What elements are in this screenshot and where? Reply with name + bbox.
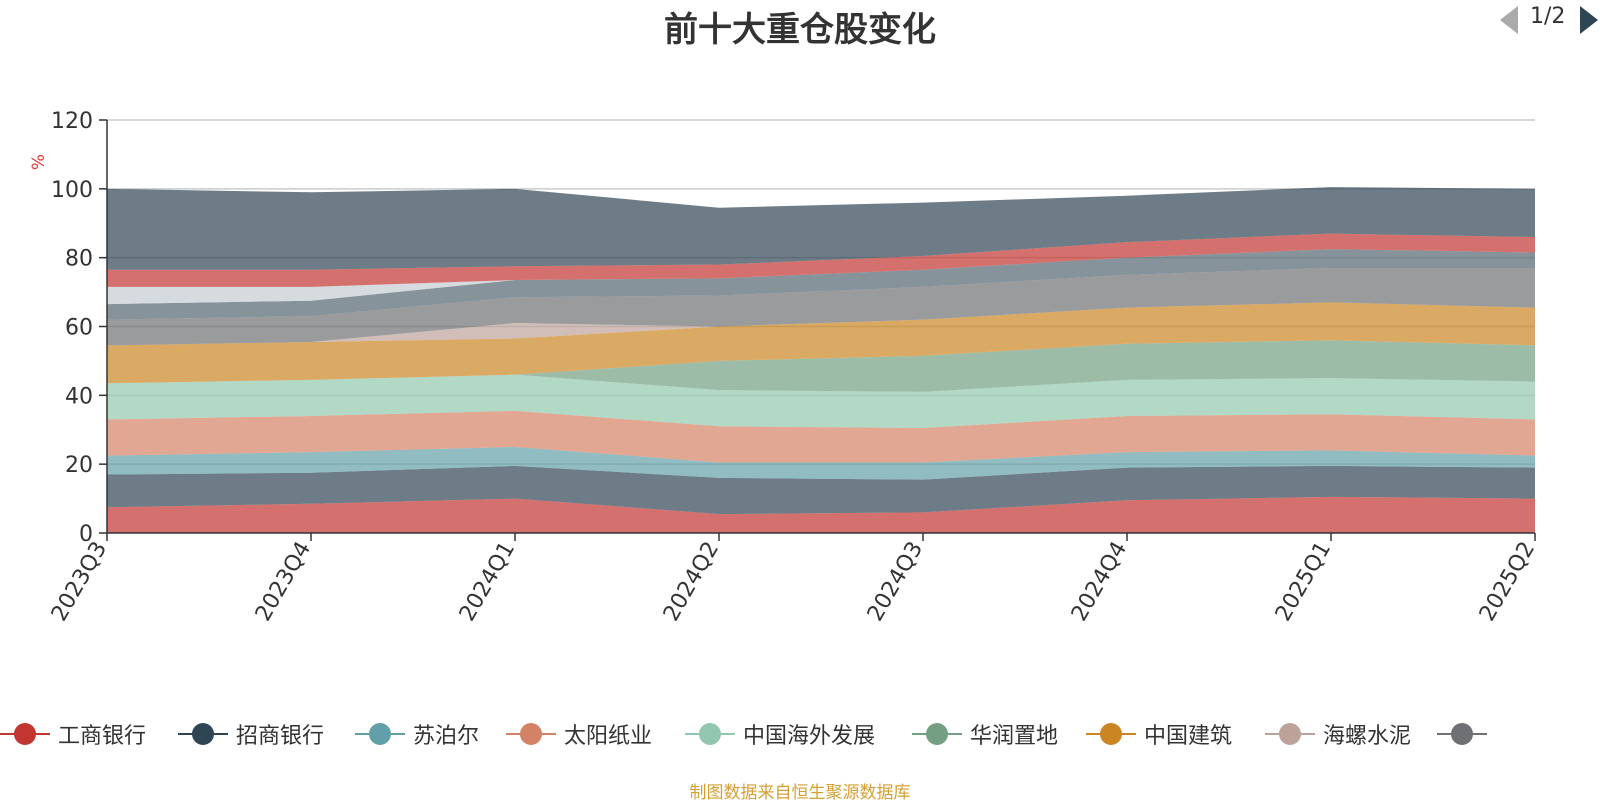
legend-next-page-icon[interactable] bbox=[1580, 6, 1598, 34]
legend-item[interactable]: 中国海外发展 bbox=[685, 714, 875, 754]
x-tick-label: 2023Q3 bbox=[47, 538, 112, 626]
legend-item[interactable]: 中国建筑 bbox=[1086, 714, 1232, 754]
x-tick-label: 2024Q4 bbox=[1067, 538, 1132, 626]
y-tick-label: 40 bbox=[65, 384, 93, 409]
source-note: 制图数据来自恒生聚源数据库 bbox=[689, 783, 911, 803]
legend-label: 苏泊尔 bbox=[413, 724, 480, 749]
series-area-5[interactable] bbox=[107, 340, 1535, 392]
legend-item[interactable]: 太阳纸业 bbox=[506, 714, 652, 754]
series-area-12[interactable] bbox=[107, 187, 1535, 270]
legend-marker-icon bbox=[355, 719, 405, 749]
x-tick-label: 2024Q2 bbox=[659, 538, 724, 626]
legend: 工商银行 招商银行 苏泊尔 太阳纸业 中国海外发展 华润置地 中国建筑 海螺水泥 bbox=[0, 714, 1600, 754]
y-axis-unit-label: % bbox=[29, 154, 49, 170]
series-area-0[interactable] bbox=[107, 496, 1535, 533]
legend-label: 海螺水泥 bbox=[1323, 724, 1412, 749]
legend-marker-icon bbox=[1265, 719, 1315, 749]
series-area-4[interactable] bbox=[107, 374, 1535, 429]
x-tick-label: 2024Q3 bbox=[863, 538, 928, 626]
legend-label: 中国建筑 bbox=[1144, 724, 1233, 749]
legend-label: 招商银行 bbox=[236, 724, 325, 749]
series-area-3[interactable] bbox=[107, 410, 1535, 463]
series-area-8[interactable] bbox=[107, 267, 1535, 346]
legend-item[interactable]: 招商银行 bbox=[178, 714, 324, 754]
legend-item[interactable] bbox=[1437, 714, 1487, 754]
y-tick-label: 80 bbox=[65, 247, 93, 272]
area-layer bbox=[107, 187, 1535, 533]
legend-marker-icon bbox=[0, 719, 50, 749]
series-area-1[interactable] bbox=[107, 465, 1535, 515]
legend-prev-page-icon[interactable] bbox=[1500, 6, 1518, 34]
legend-marker-icon bbox=[685, 719, 735, 749]
legend-label: 华润置地 bbox=[970, 724, 1059, 749]
legend-label: 工商银行 bbox=[58, 724, 147, 749]
series-area-6[interactable] bbox=[107, 302, 1535, 384]
chart-title: 前十大重仓股变化 bbox=[664, 10, 936, 50]
legend-marker-icon bbox=[912, 719, 962, 749]
legend-marker-icon bbox=[1437, 719, 1487, 749]
y-tick-label: 20 bbox=[65, 453, 93, 478]
legend-label: 太阳纸业 bbox=[564, 724, 653, 749]
y-tick-label: 120 bbox=[51, 109, 93, 134]
x-tick-label: 2024Q1 bbox=[455, 538, 520, 626]
legend-item[interactable]: 海螺水泥 bbox=[1265, 714, 1411, 754]
series-area-10[interactable] bbox=[107, 249, 1535, 305]
legend-page-indicator: 1/2 bbox=[1530, 4, 1566, 29]
x-tick-label: 2023Q4 bbox=[251, 538, 316, 626]
legend-item[interactable]: 苏泊尔 bbox=[355, 714, 479, 754]
x-tick-label: 2025Q2 bbox=[1475, 538, 1540, 626]
y-tick-label: 0 bbox=[79, 522, 93, 547]
series-area-11[interactable] bbox=[107, 233, 1535, 287]
y-tick-label: 100 bbox=[51, 178, 93, 203]
series-area-7[interactable] bbox=[107, 302, 1535, 346]
legend-item[interactable]: 华润置地 bbox=[912, 714, 1058, 754]
legend-item[interactable]: 工商银行 bbox=[0, 714, 146, 754]
series-area-2[interactable] bbox=[107, 446, 1535, 480]
series-area-9[interactable] bbox=[107, 249, 1535, 320]
legend-marker-icon bbox=[178, 719, 228, 749]
legend-marker-icon bbox=[1086, 719, 1136, 749]
x-tick-label: 2025Q1 bbox=[1271, 538, 1336, 626]
y-tick-label: 60 bbox=[65, 316, 93, 341]
legend-marker-icon bbox=[506, 719, 556, 749]
legend-label: 中国海外发展 bbox=[743, 724, 876, 749]
